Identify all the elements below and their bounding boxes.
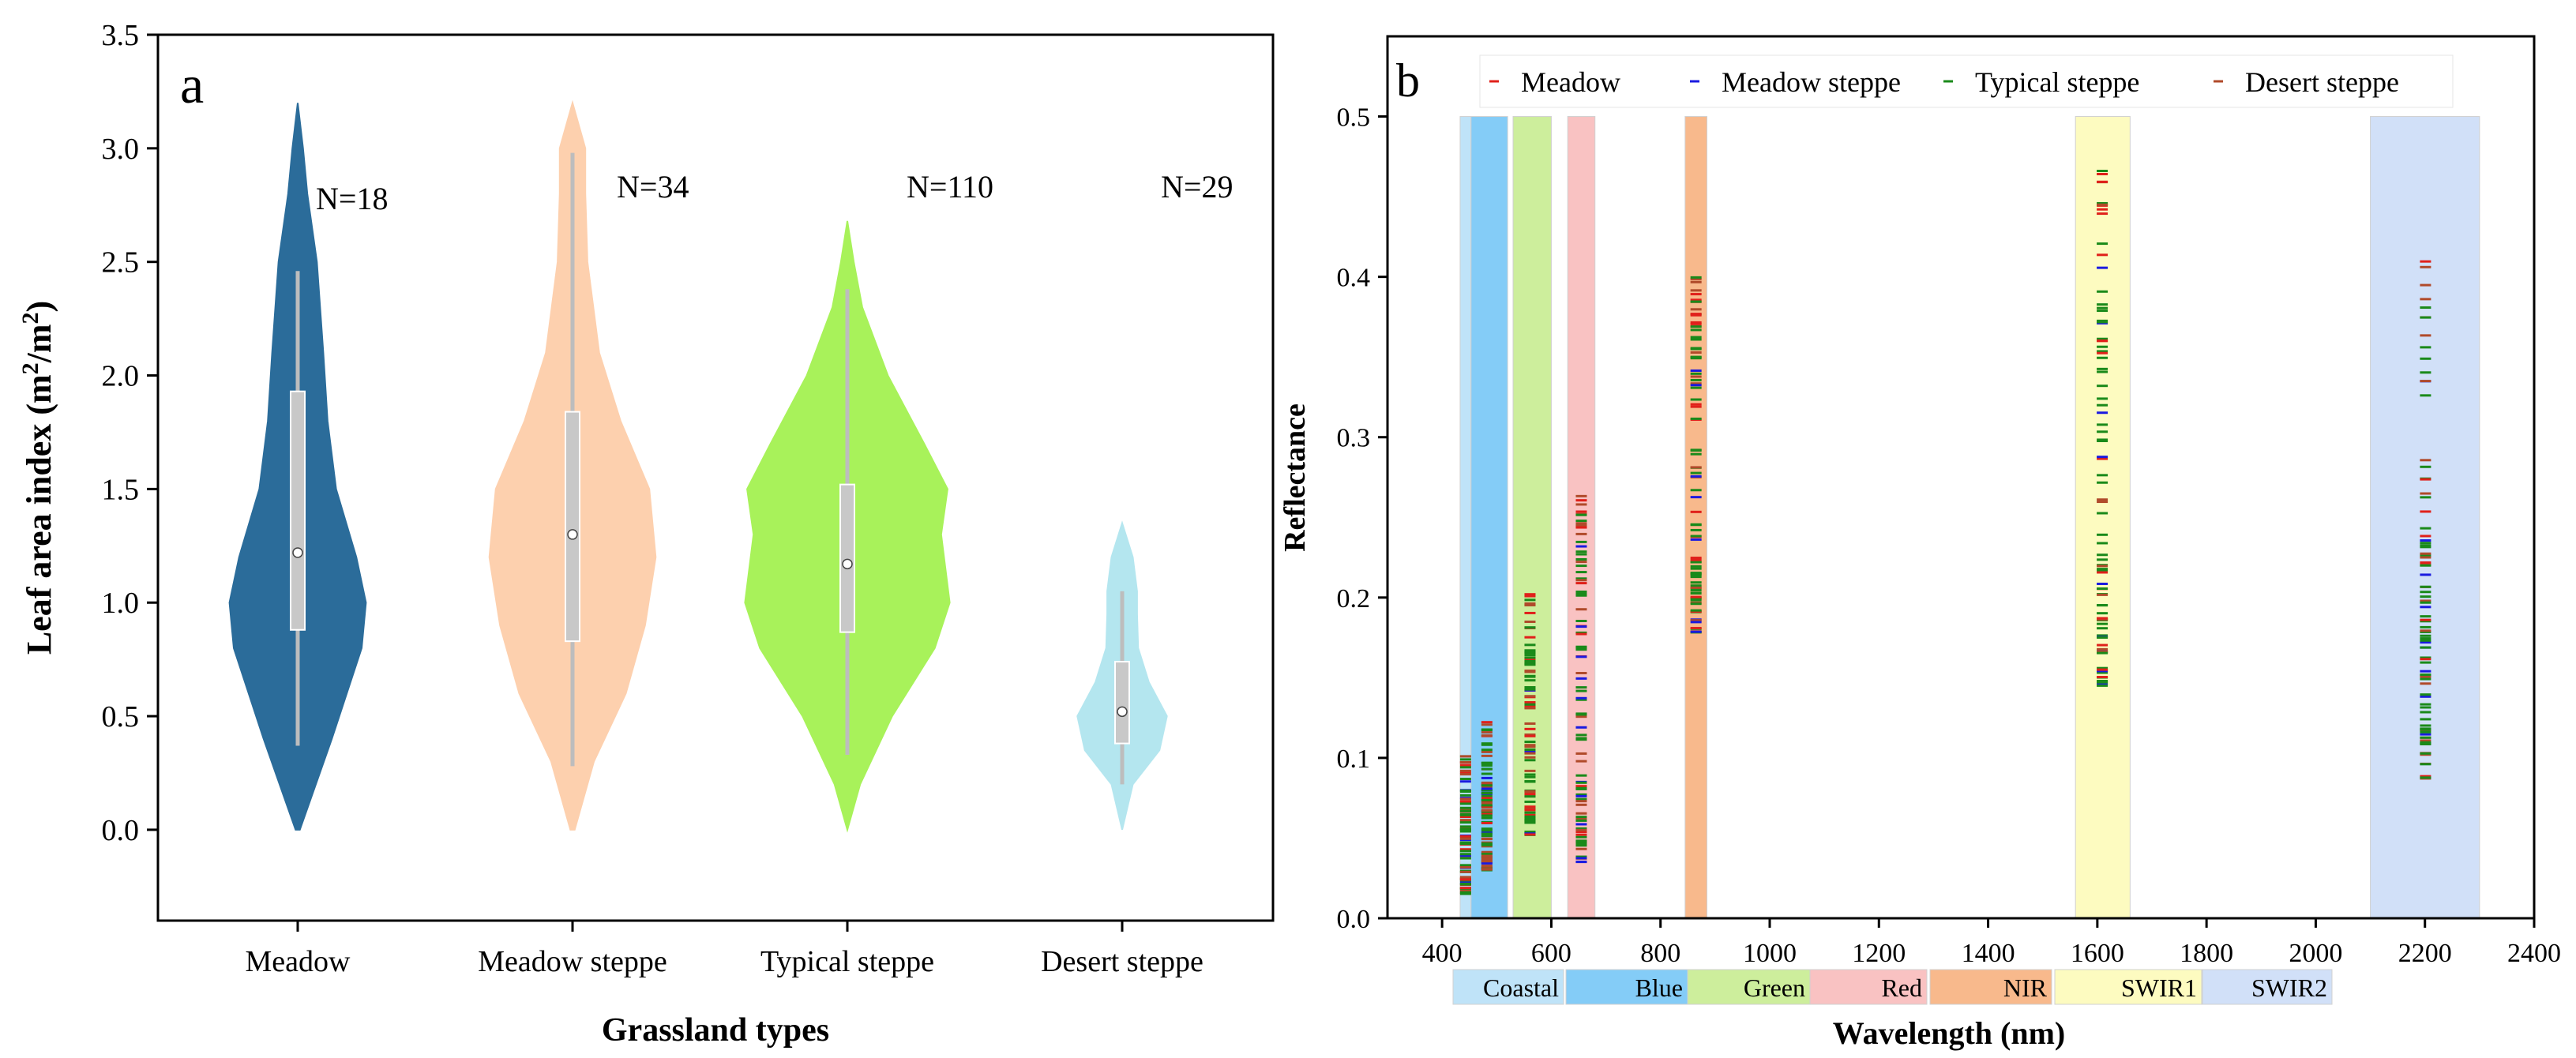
y-tick-label-b: 0.4 <box>1337 264 1371 293</box>
y-tick-label-b: 0.2 <box>1337 584 1371 613</box>
panel-label-a: a <box>180 54 204 114</box>
y-tick-label-b: 0.3 <box>1337 424 1371 453</box>
x-axis-title-b: Wavelength (nm) <box>1833 1015 2065 1051</box>
n-label: N=18 <box>316 181 388 216</box>
y-tick-label-a: 0.0 <box>102 814 140 847</box>
x-tick-label-b: 1400 <box>1962 939 2015 968</box>
x-tick-label-a: Typical steppe <box>760 945 934 978</box>
box <box>839 483 855 633</box>
band-legend-label: Coastal <box>1483 974 1559 1002</box>
x-tick-label-b: 1200 <box>1852 939 1906 968</box>
box <box>290 390 306 631</box>
y-tick-label-a: 2.0 <box>102 360 140 393</box>
band-legend-swatch <box>2202 969 2333 1005</box>
band-legend-label: Red <box>1881 974 1922 1002</box>
y-axis-b: 0.0 0.1 0.2 0.3 0.4 0.5 <box>1337 103 1388 934</box>
y-tick-label-a: 1.5 <box>102 473 140 506</box>
panel-a: 0.0 0.5 1.0 1.5 2.0 2.5 3.0 3.5 Meadow Meadow st… <box>17 19 1275 1049</box>
band-legend-label: NIR <box>2003 974 2048 1002</box>
plot-frame-b <box>1386 35 2536 920</box>
n-label: N=34 <box>617 169 689 204</box>
band-nir <box>1684 116 1707 919</box>
x-tick-label-b: 2200 <box>2398 939 2452 968</box>
x-axis-a: Meadow Meadow steppe Typical steppe Desert … <box>246 921 1204 978</box>
y-tick-label-a: 1.0 <box>102 587 140 620</box>
band-swir2 <box>2370 116 2480 919</box>
band-legend-label: Green <box>1744 974 1805 1002</box>
n-labels: N=18 N=34 N=110 N=29 <box>316 169 1233 216</box>
legend-label: Desert steppe <box>2245 66 2399 98</box>
x-tick-label-b: 2000 <box>2289 939 2342 968</box>
scatter-points <box>1459 169 2431 895</box>
band-green <box>1512 116 1552 919</box>
violin-layer <box>228 99 1168 833</box>
x-tick-label-a: Meadow <box>246 945 351 978</box>
x-tick-label-b: 1800 <box>2180 939 2233 968</box>
x-tick-label-b: 800 <box>1640 939 1680 968</box>
x-tick-label-a: Meadow steppe <box>478 945 667 978</box>
x-tick-label-b: 600 <box>1531 939 1572 968</box>
y-tick-label-b: 0.0 <box>1337 905 1371 934</box>
y-tick-label-a: 2.5 <box>102 246 140 280</box>
band-legend: Coastal Blue Green Red NIR SWIR1 SWIR2 <box>1452 969 2333 1005</box>
x-tick-label-b: 1000 <box>1743 939 1797 968</box>
plot-frame-a <box>156 33 1275 922</box>
band-legend-swatch <box>1809 969 1928 1005</box>
y-axis-title-b: Reflectance <box>1279 403 1312 552</box>
median-marker <box>292 547 303 558</box>
box <box>565 411 580 643</box>
band-swir1 <box>2075 116 2131 919</box>
n-label: N=29 <box>1161 169 1233 204</box>
x-axis-b: 400 600 800 1000 1200 1400 1600 1800 2000 2200 240… <box>1422 918 2561 968</box>
box <box>1114 661 1130 745</box>
legend-box <box>1479 54 2454 108</box>
x-tick-label-b: 1600 <box>2071 939 2124 968</box>
band-legend-swatch <box>1565 969 1688 1005</box>
y-axis-title-a: Leaf area index (m2/m2) <box>17 301 58 655</box>
band-legend-label: SWIR2 <box>2251 974 2327 1002</box>
legend-label: Meadow <box>1521 66 1620 98</box>
median-marker <box>567 529 578 540</box>
band-legend-swatch <box>1687 969 1811 1005</box>
band-layer <box>1459 116 2480 919</box>
panel-b: 0.0 0.1 0.2 0.3 0.4 0.5 400 600 800 1000 1200 1400… <box>1279 35 2561 1051</box>
band-legend-swatch <box>1929 969 2052 1005</box>
x-tick-label-b: 2400 <box>2507 939 2561 968</box>
panel-label-b: b <box>1396 54 1420 107</box>
x-tick-label-b: 400 <box>1422 939 1463 968</box>
y-tick-label-a: 3.5 <box>102 19 140 52</box>
band-legend-swatch <box>1452 969 1564 1005</box>
legend-label: Meadow steppe <box>1722 66 1901 98</box>
median-marker <box>1117 706 1128 718</box>
band-legend-swatch <box>2054 969 2202 1005</box>
legend: Meadow Meadow steppe Typical steppe Desert … <box>1479 54 2454 108</box>
band-legend-label: SWIR1 <box>2121 974 2197 1002</box>
y-tick-label-a: 0.5 <box>102 700 140 733</box>
median-marker <box>842 558 853 570</box>
y-tick-label-a: 3.0 <box>102 133 140 166</box>
x-tick-label-a: Desert steppe <box>1041 945 1204 978</box>
n-label: N=110 <box>907 169 993 204</box>
band-legend-label: Blue <box>1635 974 1683 1002</box>
y-tick-label-b: 0.5 <box>1337 103 1371 133</box>
band-red <box>1567 116 1596 919</box>
legend-label: Typical steppe <box>1975 66 2139 98</box>
y-axis-a: 0.0 0.5 1.0 1.5 2.0 2.5 3.0 3.5 <box>102 19 158 847</box>
y-tick-label-b: 0.1 <box>1337 745 1371 774</box>
x-axis-title-a: Grassland types <box>602 1012 829 1049</box>
